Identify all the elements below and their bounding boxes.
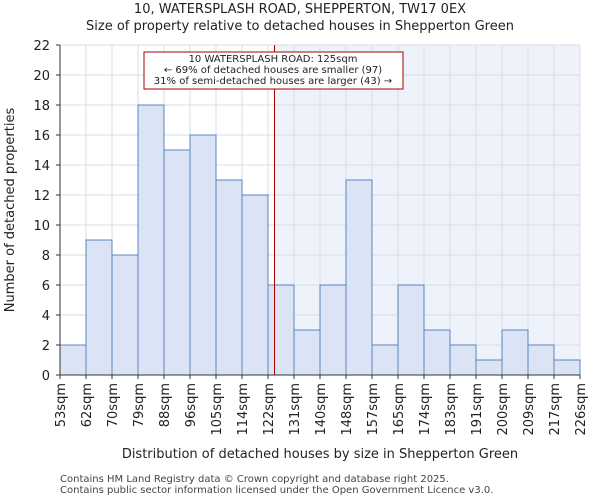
x-tick-label: 140sqm — [314, 383, 329, 436]
y-tick-label: 10 — [33, 219, 50, 234]
y-tick-label: 0 — [42, 369, 50, 384]
x-tick-label: 226sqm — [574, 383, 589, 436]
chart-subtitle: Size of property relative to detached ho… — [86, 19, 514, 34]
bar — [163, 149, 191, 376]
x-tick-label: 148sqm — [340, 383, 355, 436]
x-tick-label: 62sqm — [80, 383, 95, 427]
y-tick-label: 4 — [42, 309, 50, 324]
y-tick-label: 2 — [42, 339, 50, 354]
chart-title: 10, WATERSPLASH ROAD, SHEPPERTON, TW17 0… — [133, 2, 467, 17]
x-tick-label: 88sqm — [158, 383, 173, 427]
footer-licence: Contains public sector information licen… — [60, 485, 494, 496]
bar — [423, 329, 451, 376]
bar — [527, 344, 555, 376]
x-tick-label: 174sqm — [418, 383, 433, 436]
x-tick-label: 200sqm — [496, 383, 511, 436]
bar — [215, 179, 243, 376]
bar — [553, 359, 581, 376]
y-axis-label: Number of detached properties — [3, 108, 18, 313]
bar — [501, 329, 529, 376]
y-tick-label: 12 — [33, 189, 50, 204]
annotation-line-1: 10 WATERSPLASH ROAD: 125sqm — [189, 54, 358, 65]
annotation-line-2: ← 69% of detached houses are smaller (97… — [164, 65, 382, 76]
y-ticks: 0 2 4 6 8 10 12 14 16 18 20 22 — [33, 39, 60, 384]
x-tick-label: 217sqm — [548, 383, 563, 436]
bar — [293, 329, 321, 376]
bar — [397, 284, 425, 376]
y-tick-label: 14 — [33, 159, 50, 174]
x-tick-label: 114sqm — [236, 383, 251, 436]
bar — [319, 284, 347, 376]
x-tick-label: 191sqm — [470, 383, 485, 436]
x-tick-label: 209sqm — [522, 383, 537, 436]
bar — [371, 344, 399, 376]
x-tick-label: 165sqm — [392, 383, 407, 436]
bar — [449, 344, 477, 376]
bar — [241, 194, 269, 376]
x-tick-label: 79sqm — [132, 383, 147, 427]
bar — [189, 134, 217, 376]
y-tick-label: 18 — [33, 99, 50, 114]
bar — [345, 179, 373, 376]
annotation-line-3: 31% of semi-detached houses are larger (… — [154, 76, 392, 87]
x-tick-label: 53sqm — [54, 383, 69, 427]
x-tick-label: 96sqm — [184, 383, 199, 427]
bar — [137, 104, 165, 376]
x-ticks: 53sqm 62sqm 70sqm 79sqm 88sqm 96sqm 105sqm 114s… — [54, 375, 589, 436]
bar — [111, 254, 139, 376]
x-tick-label: 183sqm — [444, 383, 459, 436]
footer-copyright: Contains HM Land Registry data © Crown c… — [60, 474, 449, 485]
x-axis-label: Distribution of detached houses by size … — [122, 447, 518, 462]
bar — [267, 284, 295, 376]
bars — [59, 104, 581, 376]
y-tick-label: 8 — [42, 249, 50, 264]
x-tick-label: 122sqm — [262, 383, 277, 436]
y-tick-label: 16 — [33, 129, 50, 144]
y-tick-label: 20 — [33, 69, 50, 84]
bar — [475, 359, 503, 376]
x-tick-label: 70sqm — [106, 383, 121, 427]
x-tick-label: 105sqm — [210, 383, 225, 436]
x-tick-label: 131sqm — [288, 383, 303, 436]
annotation-box — [143, 51, 404, 90]
bar — [85, 239, 113, 376]
bar — [59, 344, 87, 376]
y-tick-label: 22 — [33, 39, 50, 54]
y-tick-label: 6 — [42, 279, 50, 294]
x-tick-label: 157sqm — [366, 383, 381, 436]
